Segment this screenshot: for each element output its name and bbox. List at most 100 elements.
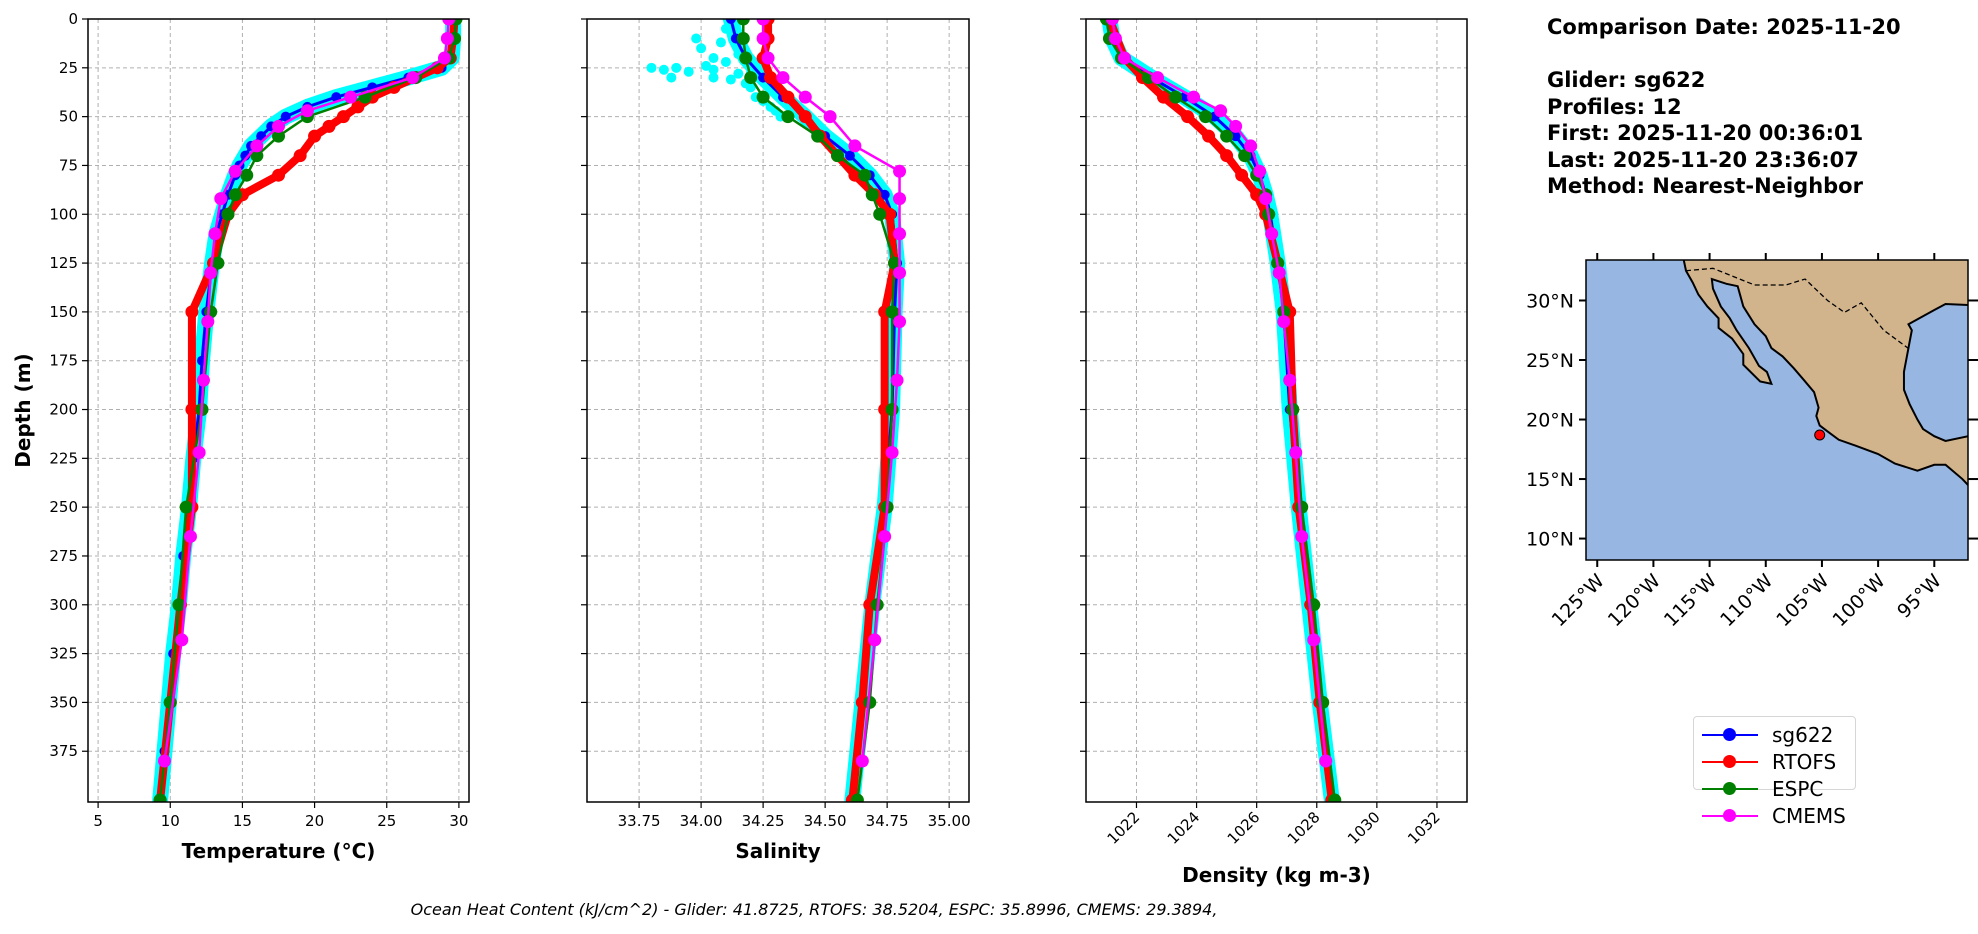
data-point <box>885 305 899 319</box>
data-point <box>863 695 877 709</box>
individual-profile-point <box>683 66 694 77</box>
data-point <box>175 633 189 647</box>
data-point <box>756 32 770 46</box>
lon-tick-label: 105°W <box>1772 570 1833 631</box>
individual-profile-point <box>646 62 657 73</box>
data-point <box>1316 695 1330 709</box>
x-tick-label: 30 <box>449 812 468 830</box>
individual-profile-point <box>720 23 731 34</box>
glider-location-marker <box>1814 429 1826 441</box>
data-point <box>725 19 736 24</box>
map-frame <box>1585 259 1969 561</box>
legend-swatch-rtofs <box>1702 752 1758 772</box>
individual-profile-point <box>715 37 726 48</box>
legend-label: ESPC <box>1772 776 1824 801</box>
data-point <box>1259 192 1273 206</box>
data-point <box>1283 373 1297 387</box>
data-point <box>873 207 887 221</box>
y-tick-label: 375 <box>49 742 78 760</box>
lon-tick-label: 95°W <box>1893 570 1946 623</box>
legend-label: CMEMS <box>1772 803 1846 828</box>
data-point <box>1238 149 1252 163</box>
data-point <box>300 104 314 118</box>
data-point <box>1328 793 1342 802</box>
y-tick-label: 150 <box>49 303 78 321</box>
y-tick-label: 75 <box>59 156 78 174</box>
data-point <box>1295 500 1309 514</box>
data-point <box>781 110 795 124</box>
data-point <box>336 110 350 124</box>
individual-profile-point <box>708 64 719 75</box>
profile-panel-0: 5 10 15 20 25 3002550751001251501752002252502… <box>11 10 470 863</box>
data-point <box>157 754 171 768</box>
data-point <box>1277 315 1291 329</box>
plot-area <box>646 19 907 802</box>
data-point <box>1214 104 1228 118</box>
spacer <box>1547 41 1901 68</box>
individual-profile-point <box>691 33 702 44</box>
data-point <box>1265 227 1279 241</box>
x-tick-label: 34.25 <box>742 812 785 830</box>
data-point <box>798 90 812 104</box>
data-point <box>1169 90 1183 104</box>
y-tick-label: 175 <box>49 352 78 370</box>
y-tick-label: 200 <box>49 401 78 419</box>
individual-profile-point <box>733 68 744 79</box>
x-tick-label: 33.75 <box>618 812 661 830</box>
data-point <box>888 256 902 270</box>
data-point <box>344 90 358 104</box>
lat-tick-label: 10°N <box>1526 529 1574 551</box>
lat-tick-label: 15°N <box>1526 469 1574 491</box>
data-point <box>308 129 322 143</box>
y-tick-label: 275 <box>49 547 78 565</box>
lon-tick-label: 110°W <box>1716 570 1777 631</box>
data-point <box>437 51 451 65</box>
individual-profile-point <box>701 60 712 71</box>
individual-profile-point <box>671 62 682 73</box>
lat-tick-label: 30°N <box>1526 290 1574 312</box>
ocean-heat-content: Ocean Heat Content (kJ/cm^2) - Glider: 4… <box>0 900 1568 919</box>
data-point <box>351 100 365 114</box>
axes-frame <box>87 18 470 803</box>
data-point <box>850 793 864 802</box>
data-point <box>893 266 907 280</box>
data-point <box>868 633 882 647</box>
legend-swatch-cmems <box>1702 806 1758 826</box>
data-point <box>893 192 907 206</box>
y-tick-label: 25 <box>59 59 78 77</box>
data-point <box>764 71 778 85</box>
individual-profile-point <box>658 64 669 75</box>
lat-tick-label: 25°N <box>1526 350 1574 372</box>
data-point <box>1253 164 1267 178</box>
data-point <box>208 227 222 241</box>
data-point <box>201 315 215 329</box>
y-tick-label: 100 <box>49 205 78 223</box>
legend-swatch-espc <box>1702 779 1758 799</box>
data-point <box>879 189 890 200</box>
data-point <box>1157 90 1171 104</box>
data-point <box>736 19 750 26</box>
lon-tick-label: 115°W <box>1660 570 1721 631</box>
data-point <box>442 19 456 26</box>
data-point <box>890 373 904 387</box>
series-line <box>156 19 459 801</box>
legend-item: CMEMS <box>1694 802 1855 829</box>
y-tick-label: 250 <box>49 498 78 516</box>
legend-label: RTOFS <box>1772 749 1837 774</box>
ohc-text: Ocean Heat Content (kJ/cm^2) - Glider: 4… <box>410 900 1218 919</box>
axes-frame <box>586 18 970 803</box>
comparison-date: Comparison Date: 2025-11-20 <box>1547 15 1901 39</box>
data-point <box>1151 71 1165 85</box>
series-cmems <box>1105 19 1333 768</box>
data-point <box>1181 110 1195 124</box>
data-point <box>211 256 225 270</box>
data-point <box>183 529 197 543</box>
data-point <box>1229 119 1243 133</box>
individual-profile-point <box>725 74 736 85</box>
data-point <box>811 129 825 143</box>
series-cmems <box>756 19 907 768</box>
data-point <box>179 500 193 514</box>
y-tick-label: 225 <box>49 449 78 467</box>
data-point <box>1105 19 1119 26</box>
